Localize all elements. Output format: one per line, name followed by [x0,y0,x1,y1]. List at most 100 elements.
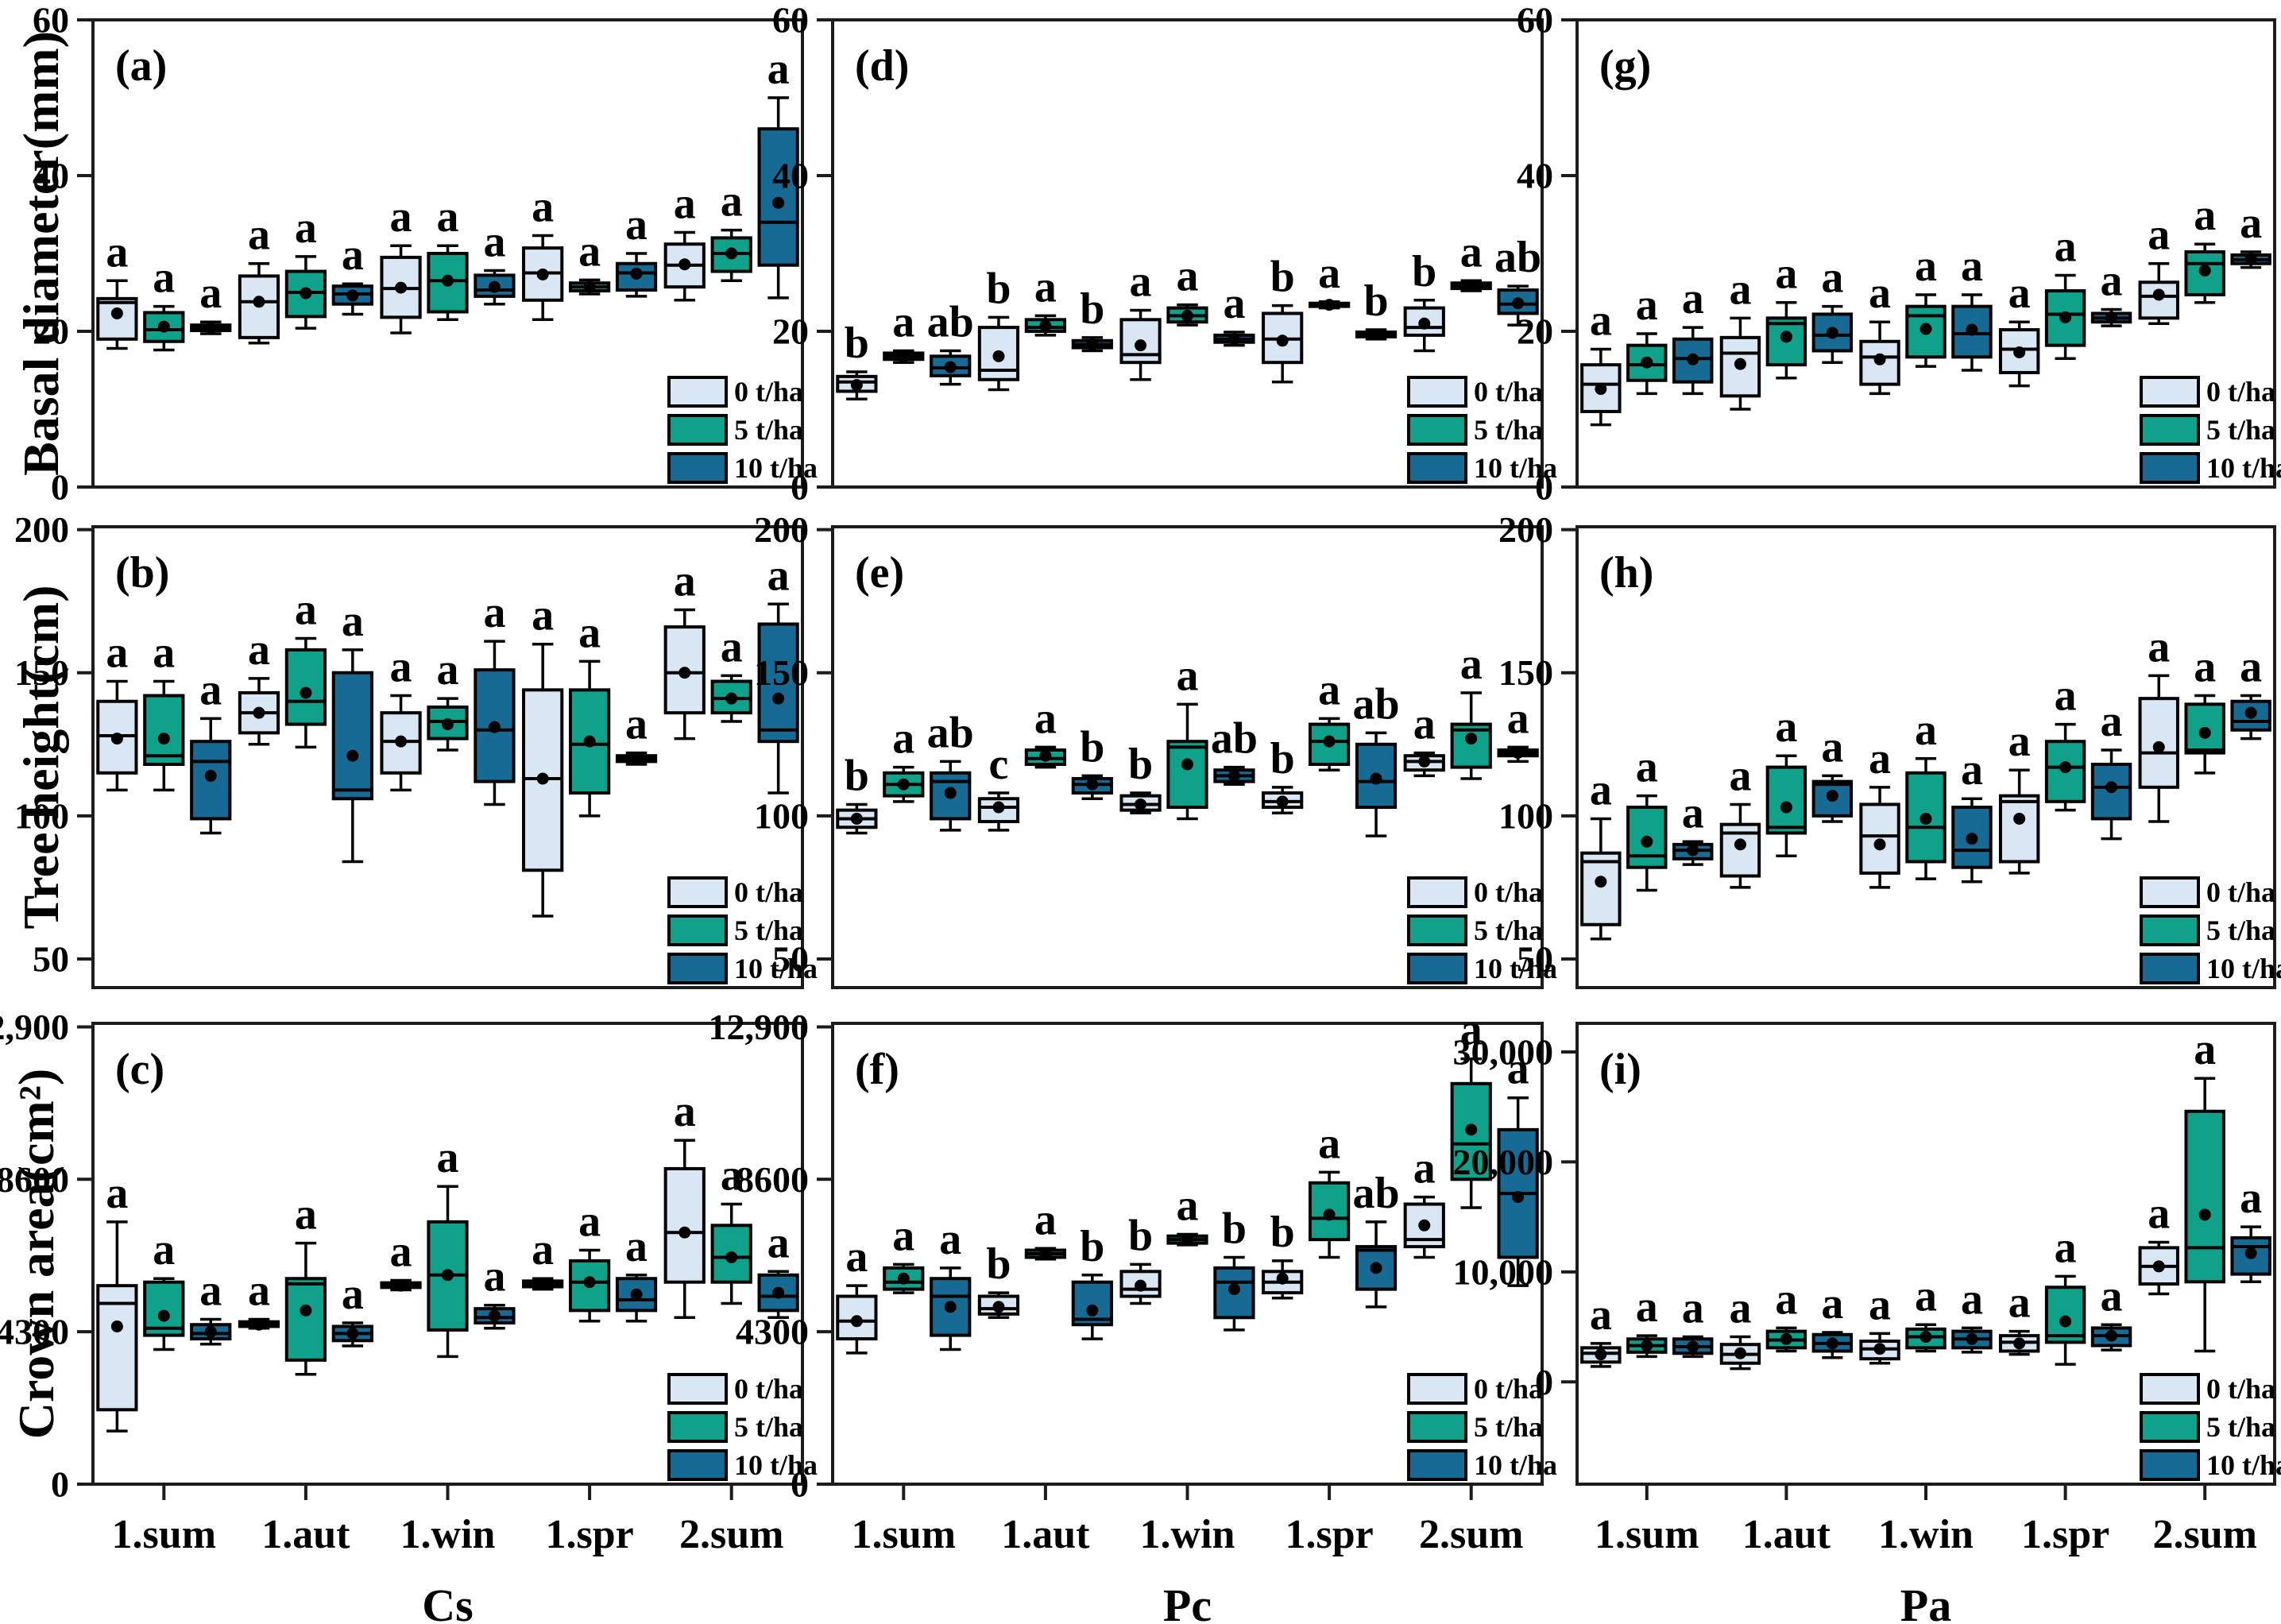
y-tick-label: 100 [754,795,809,836]
legend-swatch [2140,876,2200,908]
mean-dot [1465,1123,1478,1136]
boxplot: a [2044,222,2086,361]
boxplot: a [1859,269,1900,396]
mean-dot [442,718,454,731]
boxplot: a [96,1169,138,1433]
boxplot: a [1765,249,1807,380]
sig-letter: a [1915,242,1937,291]
box [1998,794,2040,864]
boxplot: a [190,269,232,335]
boxplot: a [143,253,185,352]
boxplot: a [1308,665,1351,771]
sig-letter: a [625,1222,648,1271]
sig-letter: a [721,177,743,226]
y-tick-label: 4300 [736,1312,809,1352]
sig-letter: a [1590,1290,1612,1340]
legend-label: 0 t/ha [1474,876,1543,908]
y-tick-label: 40 [772,156,809,196]
boxplot: a [238,211,280,345]
mean-dot [1687,353,1699,365]
mean-dot [583,280,596,293]
boxplot: a [1166,651,1208,821]
mean-dot [110,1320,123,1332]
mean-dot [204,769,217,782]
legend-swatch [667,414,728,446]
sig-letter: a [767,1218,790,1267]
boxplot: a [474,218,516,306]
boxplot: a [2138,1189,2179,1296]
mean-dot [1086,338,1099,351]
sig-letter: a [2008,269,2031,318]
mean-dot [1920,1331,1932,1344]
legend-swatch [2140,414,2200,446]
boxplot: a [2044,1223,2086,1366]
boxplot: a [568,226,611,296]
box [2184,1109,2225,1284]
mean-dot [772,196,785,209]
mean-dot [1826,327,1838,339]
legend-label: 5 t/ha [2206,414,2275,446]
sig-letter: ab [1352,1169,1399,1218]
sig-letter: a [532,182,554,231]
mean-dot [725,247,738,260]
boxplot: b [1355,276,1398,341]
mean-dot [1039,319,1052,332]
mean-dot [2059,311,2072,323]
box [1308,1181,1351,1242]
y-tick-label: 60 [33,0,69,41]
y-tick-label: 20 [1517,311,1553,352]
mean-dot [679,667,691,679]
boxplot: a [883,1211,925,1294]
sig-letter: a [199,269,222,318]
boxplot: a [1859,734,1900,889]
legend-swatch [2140,1449,2200,1481]
legend-swatch [1407,876,1467,908]
boxplot: a [757,44,799,300]
legend-label: 5 t/ha [734,414,803,446]
legend-swatch [667,1449,728,1481]
sig-letter: a [2240,1174,2262,1223]
boxplot: a [1998,717,2040,875]
sig-letter: a [1821,1279,1843,1328]
mean-dot [1181,309,1193,322]
y-tick-label: 0 [791,467,809,508]
boxplot: a [757,551,799,795]
sig-letter: a [1915,706,1937,755]
x-tick-label: 1.spr [1285,1512,1373,1557]
sig-letter: a [437,645,459,694]
legend-label: 5 t/ha [2206,1411,2275,1443]
y-tick-label: 50 [772,938,809,979]
y-tick-label: 200 [754,509,809,550]
mean-dot [1276,1272,1289,1285]
mean-dot [2152,288,2165,301]
box [1765,316,1807,367]
sig-letter: a [248,1266,270,1316]
box [930,354,972,377]
boxplot: b [1262,253,1304,384]
boxplot: b [1119,740,1162,814]
sig-letter: a [1682,1284,1704,1333]
panel-letter: (e) [855,548,904,597]
boxplot: a [1905,242,1947,368]
boxplot: a [1765,1274,1807,1353]
legend-swatch [1407,1373,1467,1405]
boxplot: a [1213,279,1255,347]
sig-letter: a [2055,671,2077,721]
boxplot: a [1119,257,1162,381]
y-tick-label: 200 [14,509,69,550]
boxplot: a [2184,1025,2225,1353]
mean-dot [253,296,265,308]
sig-letter: b [1270,734,1295,783]
mean-dot [1780,331,1792,343]
mean-dot [1135,1279,1147,1292]
mean-dot [395,1279,408,1292]
sig-letter: a [2101,257,2123,306]
mean-dot [442,274,454,287]
boxplot: a [1580,765,1622,941]
sig-letter: a [2008,1278,2031,1328]
mean-dot [204,322,217,334]
legend-label: 10 t/ha [2206,953,2281,984]
